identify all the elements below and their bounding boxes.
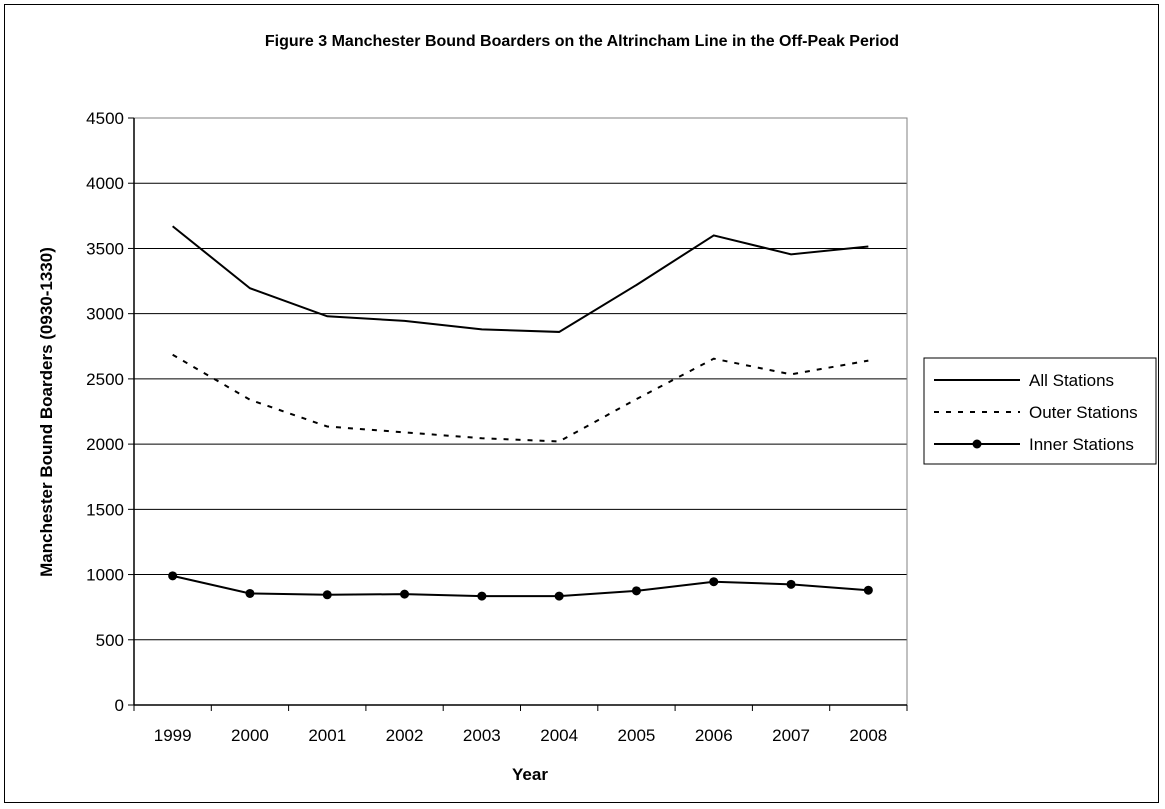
x-axis-title: Year: [512, 765, 548, 784]
data-point: [786, 579, 796, 589]
data-point: [709, 577, 719, 587]
legend-marker: [972, 439, 982, 449]
y-tick-label: 4000: [86, 174, 124, 193]
y-tick-label: 1500: [86, 500, 124, 519]
y-tick-label: 0: [115, 696, 124, 715]
gridlines: [134, 117, 907, 641]
series-line-3: [172, 574, 869, 598]
plot-area: [133, 117, 908, 706]
x-tick-label: 2008: [849, 726, 887, 745]
x-tick-label: 2007: [772, 726, 810, 745]
series-line-1: [172, 225, 869, 333]
data-point: [322, 590, 332, 600]
chart-title: Figure 3 Manchester Bound Boarders on th…: [265, 33, 899, 50]
data-point: [400, 589, 410, 599]
x-tick-label: 2000: [231, 726, 269, 745]
y-tick-labels: 0 500 1000 1500 2000 2500 3000 3500 4000 4500: [86, 109, 124, 715]
data-point: [863, 585, 873, 595]
legend-label: Inner Stations: [1029, 435, 1134, 454]
y-tick-label: 2000: [86, 435, 124, 454]
x-tick-label: 2004: [540, 726, 578, 745]
y-axis-title: Manchester Bound Boarders (0930-1330): [37, 247, 56, 577]
series-line-2: [172, 353, 869, 443]
data-point: [477, 591, 487, 601]
y-tick-label: 3000: [86, 305, 124, 324]
legend-label: All Stations: [1029, 371, 1114, 390]
series-lines: [168, 225, 873, 601]
x-tick-label: 2002: [386, 726, 424, 745]
data-point: [168, 571, 178, 581]
x-tick-label: 2005: [618, 726, 656, 745]
x-tick-labels: 1999 2000 2001 2002 2003 2004 2005 2006 2007 2008: [154, 726, 888, 745]
data-point: [631, 586, 641, 596]
legend: All Stations Outer Stations Inner Stations: [923, 357, 1157, 465]
x-tick-label: 1999: [154, 726, 192, 745]
y-tick-label: 2500: [86, 370, 124, 389]
y-tick-label: 4500: [86, 109, 124, 128]
y-tick-label: 1000: [86, 566, 124, 585]
legend-label: Outer Stations: [1029, 403, 1138, 422]
y-tick-label: 3500: [86, 239, 124, 258]
axes: [128, 117, 908, 711]
x-tick-label: 2006: [695, 726, 733, 745]
data-point: [245, 588, 255, 598]
x-tick-label: 2003: [463, 726, 501, 745]
data-point: [554, 591, 564, 601]
y-tick-label: 500: [96, 631, 124, 650]
x-tick-label: 2001: [308, 726, 346, 745]
